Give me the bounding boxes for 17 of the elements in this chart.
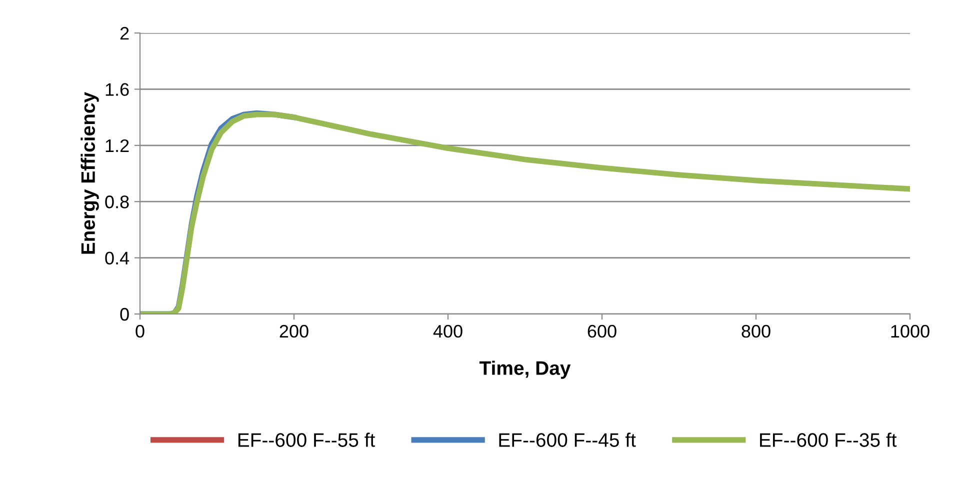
legend-label: EF--600 F--45 ft xyxy=(499,432,636,447)
legend-label: EF--600 F--35 ft xyxy=(760,432,897,447)
x-tick-label: 200 xyxy=(280,324,308,338)
y-tick-label: 0 xyxy=(120,308,129,321)
x-tick-label: 800 xyxy=(742,324,770,338)
y-tick-label: 1.6 xyxy=(106,83,129,96)
x-tick-label: 1000 xyxy=(891,324,930,338)
y-tick-label: 1.2 xyxy=(106,139,129,152)
x-tick-label: 600 xyxy=(588,324,616,338)
x-axis-title: Time, Day xyxy=(479,360,571,379)
y-tick-label: 2 xyxy=(120,26,129,40)
y-tick-label: 0.4 xyxy=(105,252,130,265)
legend-label: EF--600 F--55 ft xyxy=(238,432,376,447)
y-axis-title: Energy Efficiency xyxy=(80,92,99,254)
x-tick-label: 400 xyxy=(433,324,462,338)
x-tick-label: 0 xyxy=(136,324,144,338)
y-tick-label: 0.8 xyxy=(105,196,129,208)
